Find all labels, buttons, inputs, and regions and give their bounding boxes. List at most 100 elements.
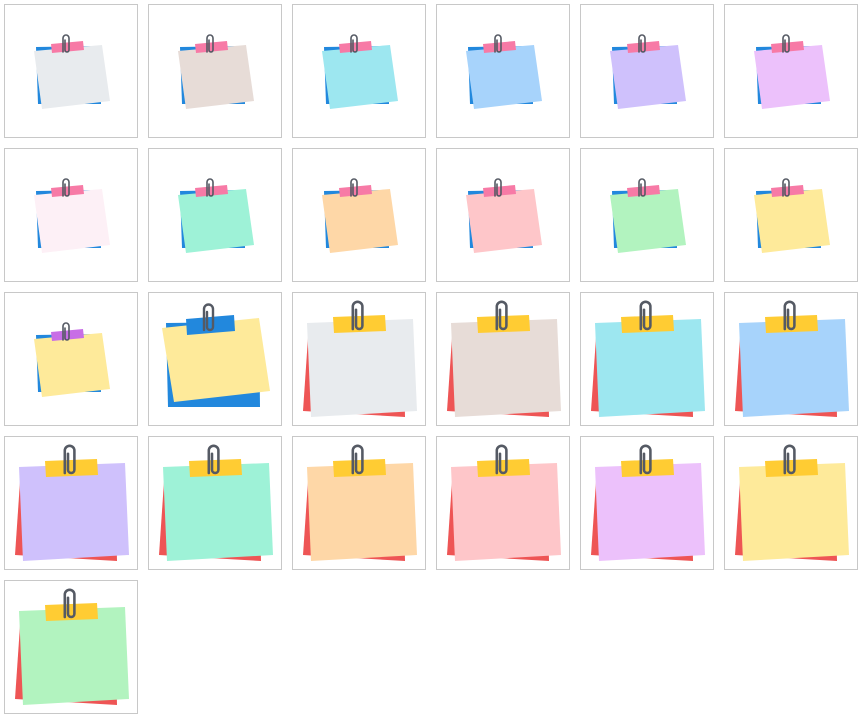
note-sheet — [34, 333, 110, 397]
tape — [765, 315, 818, 333]
sticky-note-icon — [162, 303, 270, 407]
note-sheet — [754, 189, 830, 253]
sticky-note-tile[interactable] — [580, 292, 714, 426]
sticky-note-tile[interactable] — [724, 292, 858, 426]
sticky-note-icon — [34, 34, 110, 109]
sticky-note-tile[interactable] — [4, 580, 138, 714]
paperclip-icon — [495, 300, 508, 331]
note-sheet — [595, 319, 705, 417]
paperclip-icon — [350, 178, 358, 197]
note-sheet — [754, 45, 830, 109]
tape — [195, 41, 228, 53]
sticky-note-icon — [610, 178, 686, 253]
sticky-note-tile[interactable] — [724, 148, 858, 282]
note-sheet — [610, 189, 686, 253]
note-sheet — [451, 319, 561, 417]
tape — [621, 459, 674, 477]
tape — [51, 41, 84, 53]
sticky-note-icon — [322, 178, 398, 253]
note-sheet — [610, 45, 686, 109]
sticky-note-icon — [178, 178, 254, 253]
note-sheet — [466, 189, 542, 253]
sticky-note-tile[interactable] — [724, 436, 858, 570]
sticky-note-tile[interactable] — [148, 436, 282, 570]
paperclip-icon — [494, 178, 502, 197]
sticky-note-tile[interactable] — [292, 148, 426, 282]
sticky-note-tile[interactable] — [4, 4, 138, 138]
sticky-note-icon — [178, 34, 254, 109]
sticky-note-tile[interactable] — [436, 4, 570, 138]
note-sheet — [19, 463, 129, 561]
sticky-note-tile[interactable] — [148, 148, 282, 282]
tape — [477, 315, 530, 333]
tape — [483, 185, 516, 197]
tape — [765, 459, 818, 477]
note-sheet — [466, 45, 542, 109]
paperclip-icon — [206, 178, 214, 197]
sticky-note-icon — [735, 444, 849, 561]
sticky-note-icon — [447, 300, 561, 417]
sticky-note-tile[interactable] — [436, 292, 570, 426]
tape — [195, 185, 228, 197]
sticky-note-icon — [15, 444, 129, 561]
note-sheet — [178, 45, 254, 109]
sticky-note-tile[interactable] — [148, 292, 282, 426]
sticky-note-icon — [466, 178, 542, 253]
paperclip-icon — [351, 300, 364, 331]
sticky-note-tile[interactable] — [580, 148, 714, 282]
note-sheet — [322, 189, 398, 253]
sticky-note-tile[interactable] — [4, 292, 138, 426]
tape — [51, 185, 84, 197]
sticky-note-tile[interactable] — [292, 292, 426, 426]
paperclip-icon — [62, 178, 70, 197]
paperclip-icon — [62, 322, 70, 341]
sticky-note-icon — [735, 300, 849, 417]
sticky-note-icon — [591, 444, 705, 561]
tape — [339, 185, 372, 197]
note-sheet — [178, 189, 254, 253]
paperclip-icon — [202, 303, 215, 332]
note-sheet — [739, 463, 849, 561]
sticky-note-tile[interactable] — [4, 436, 138, 570]
tape — [45, 603, 98, 621]
sticky-note-icon — [591, 300, 705, 417]
sticky-note-tile[interactable] — [436, 148, 570, 282]
tape — [51, 329, 84, 341]
paperclip-icon — [638, 34, 646, 53]
note-sheet — [307, 463, 417, 561]
note-sheet — [34, 189, 110, 253]
paperclip-icon — [206, 34, 214, 53]
tape — [627, 41, 660, 53]
paperclip-icon — [351, 444, 364, 475]
paperclip-icon — [207, 444, 220, 475]
paperclip-icon — [639, 444, 652, 475]
sticky-note-tile[interactable] — [724, 4, 858, 138]
tape — [771, 185, 804, 197]
paperclip-icon — [495, 444, 508, 475]
tape — [45, 459, 98, 477]
paperclip-icon — [782, 178, 790, 197]
paperclip-icon — [639, 300, 652, 331]
sticky-note-tile[interactable] — [4, 148, 138, 282]
sticky-note-tile[interactable] — [292, 4, 426, 138]
sticky-note-tile[interactable] — [580, 4, 714, 138]
sticky-note-icon — [303, 300, 417, 417]
tape — [333, 459, 386, 477]
note-sheet — [595, 463, 705, 561]
tape — [339, 41, 372, 53]
sticky-note-icon — [322, 34, 398, 109]
note-sheet — [163, 463, 273, 561]
sticky-note-tile[interactable] — [148, 4, 282, 138]
paperclip-icon — [62, 34, 70, 53]
paperclip-icon — [782, 34, 790, 53]
sticky-note-tile[interactable] — [580, 436, 714, 570]
paperclip-icon — [783, 300, 796, 331]
sticky-note-tile[interactable] — [292, 436, 426, 570]
sticky-note-icon — [34, 322, 110, 397]
tape — [189, 459, 242, 477]
note-sheet — [451, 463, 561, 561]
tape — [621, 315, 674, 333]
sticky-note-icon — [34, 178, 110, 253]
sticky-note-tile[interactable] — [436, 436, 570, 570]
sticky-note-icon — [610, 34, 686, 109]
